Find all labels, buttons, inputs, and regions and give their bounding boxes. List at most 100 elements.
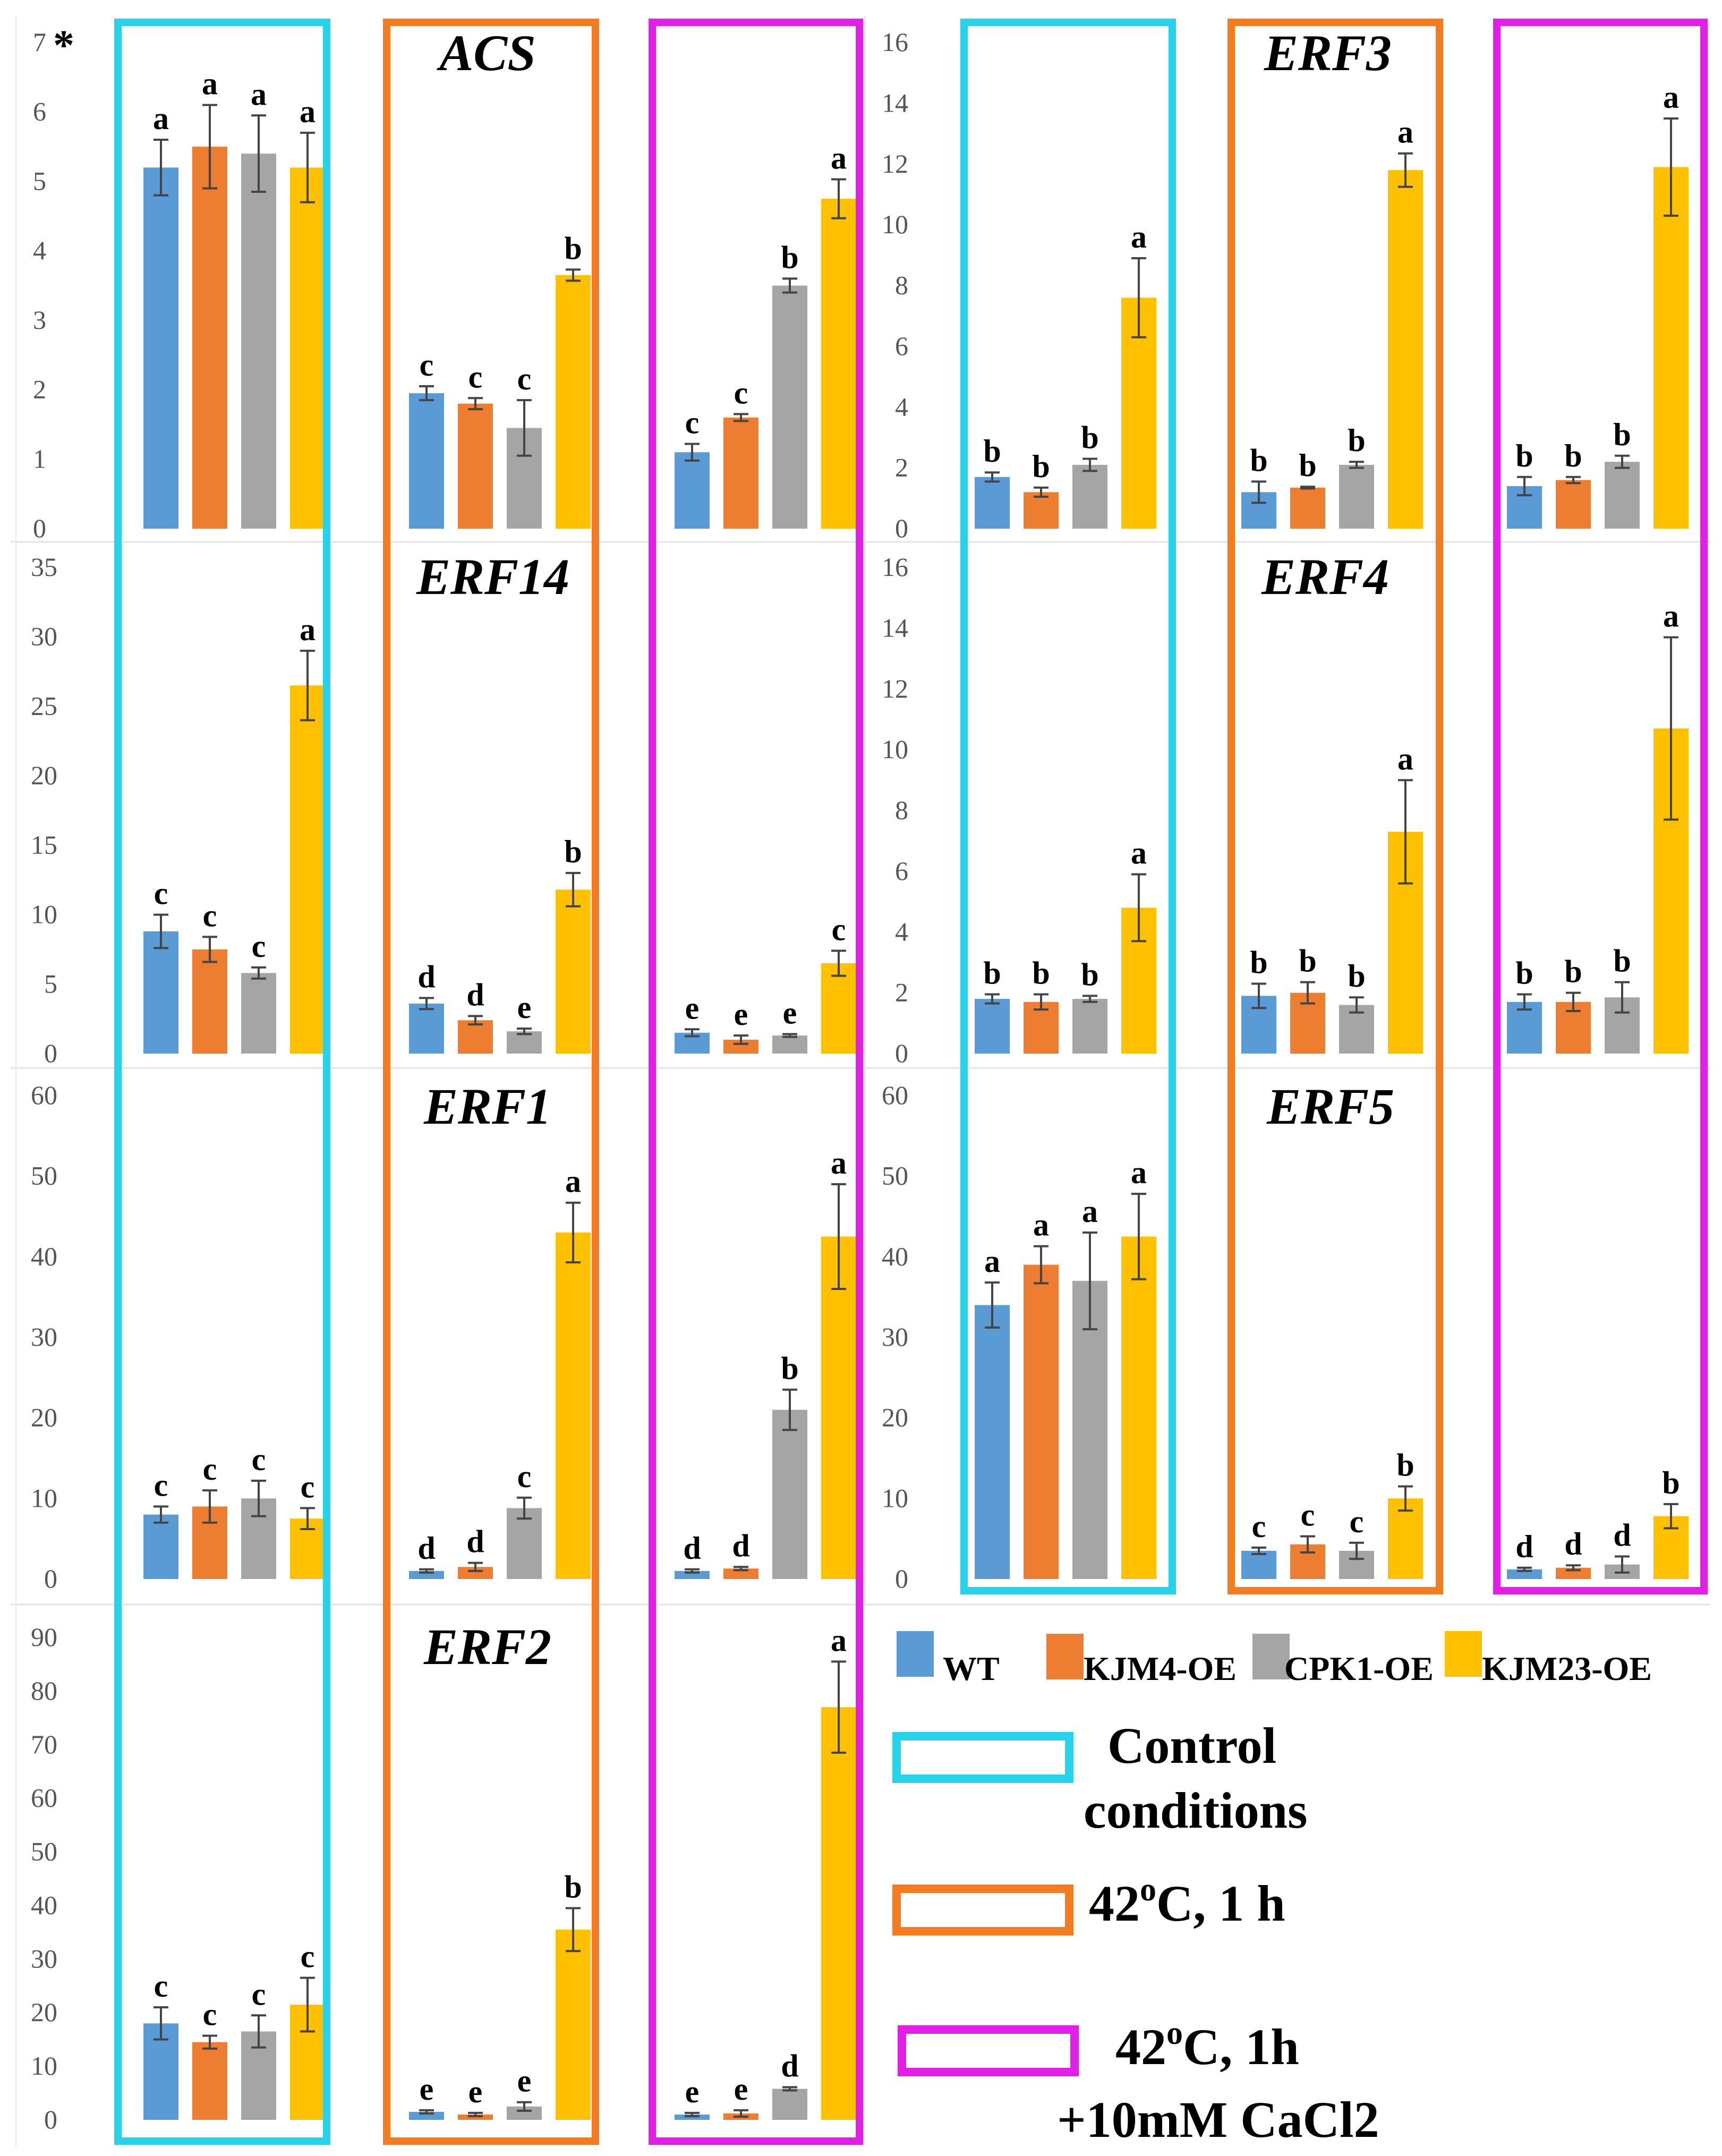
panel-title-erf3: ERF3 [1264, 24, 1392, 81]
y-tick-label: 60 [31, 1080, 57, 1110]
y-tick-label: 80 [31, 1676, 57, 1705]
bar-erf3-cpk1-oe [1339, 464, 1374, 529]
legend-box-control [892, 1732, 1073, 1783]
significance-letter: b [1250, 945, 1267, 980]
significance-letter: c [203, 1452, 217, 1487]
significance-letter: b [1032, 955, 1050, 990]
significance-letter: b [781, 1351, 798, 1386]
significance-letter: a [202, 66, 218, 101]
y-tick-label: 10 [882, 734, 908, 764]
frame-heat-ca-right [1493, 19, 1708, 1594]
y-tick-label: 1 [33, 444, 46, 473]
y-tick-label: 2 [895, 978, 908, 1007]
legend-label-heat-ca: 42oC, 1h [1115, 2015, 1299, 2075]
significance-letter: b [564, 231, 582, 266]
y-tick-label: 6 [895, 856, 908, 886]
frame-heat-ca-left [649, 19, 863, 2145]
bar-erf3-kjm4-oe [1024, 492, 1059, 529]
significance-letter: e [685, 990, 700, 1025]
y-axis-asterisk: * [53, 22, 74, 69]
significance-letter: b [1348, 423, 1365, 458]
bar-erf4-wt [975, 999, 1010, 1054]
bar-erf1-wt [675, 1571, 710, 1579]
significance-letter: b [1299, 448, 1316, 483]
panel-title-erf14: ERF14 [416, 548, 569, 605]
legend-heat-rest: C, 1 h [1156, 1875, 1285, 1932]
legend-label-control-line1: Control [1107, 1717, 1276, 1774]
bar-erf1-cpk1-oe [507, 1508, 542, 1579]
legend-swatch-kjm4 [1046, 1634, 1084, 1679]
panel-title-acs: ACS [437, 24, 535, 81]
significance-letter: c [832, 912, 846, 947]
y-tick-label: 40 [882, 1241, 908, 1271]
bar-erf5-kjm23-oe [1121, 1236, 1156, 1579]
y-tick-label: 50 [31, 1161, 57, 1191]
significance-letter: d [417, 959, 435, 994]
significance-letter: d [781, 2048, 798, 2083]
legend-label-kjm23: KJM23-OE [1482, 1650, 1652, 1687]
significance-letter: b [1613, 417, 1631, 452]
significance-letter: c [154, 1968, 168, 2004]
y-tick-label: 30 [31, 1943, 57, 1973]
bar-erf1-wt [143, 1514, 178, 1579]
y-tick-label: 7 [33, 27, 46, 57]
significance-letter: b [1348, 958, 1365, 994]
y-tick-label: 40 [31, 1241, 57, 1271]
significance-letter: c [252, 1442, 266, 1477]
significance-letter: a [831, 1145, 847, 1181]
bar-erf2-wt [675, 2114, 710, 2120]
significance-letter: d [466, 1524, 484, 1559]
y-tick-label: 0 [44, 2104, 57, 2134]
y-tick-label: 90 [31, 1622, 57, 1652]
bar-erf3-kjm23-oe [1388, 170, 1423, 529]
significance-letter: c [154, 1468, 168, 1503]
significance-letter: c [252, 929, 266, 964]
significance-letter: e [517, 2064, 532, 2099]
bar-erf2-kjm23-oe [821, 1707, 856, 2120]
bar-erf5-kjm4-oe [1556, 1567, 1591, 1579]
bar-erf3-cpk1-oe [1072, 464, 1107, 529]
legend-label-heat: 42oC, 1 h [1089, 1872, 1285, 1932]
y-tick-label: 5 [44, 969, 57, 998]
y-tick-label: 4 [895, 392, 908, 421]
y-tick-label: 25 [31, 691, 57, 720]
significance-letter: e [783, 995, 797, 1030]
significance-letter: e [685, 2074, 700, 2109]
legend-label-heat-ca-line2: +10mM CaCl2 [1057, 2091, 1379, 2148]
bar-acs-kjm23-oe [290, 167, 325, 529]
significance-letter: a [1663, 80, 1679, 115]
significance-letter: d [732, 1528, 749, 1563]
significance-letter: a [1131, 836, 1147, 871]
bar-erf5-kjm4-oe [1024, 1264, 1059, 1579]
y-tick-label: 20 [31, 1997, 57, 2027]
significance-letter: b [1250, 443, 1267, 478]
significance-letter: a [300, 612, 316, 647]
legend-box-heat [892, 1885, 1073, 1936]
significance-letter: d [466, 977, 484, 1012]
bar-acs-kjm4-oe [723, 417, 758, 529]
bar-erf2-kjm23-oe [556, 1929, 591, 2120]
y-tick-label: 4 [33, 235, 46, 265]
bar-erf14-kjm4-oe [192, 949, 227, 1054]
significance-letter: a [1082, 1194, 1098, 1229]
bar-erf1-cpk1-oe [772, 1410, 807, 1579]
bar-erf2-kjm4-oe [192, 2042, 227, 2120]
bar-acs-kjm4-oe [458, 403, 493, 529]
bar-erf2-kjm4-oe [458, 2114, 493, 2120]
bar-erf3-cpk1-oe [1605, 462, 1640, 529]
y-tick-label: 60 [882, 1080, 908, 1110]
y-tick-label: 30 [31, 1322, 57, 1352]
bar-acs-kjm4-oe [192, 147, 227, 529]
significance-letter: b [1081, 957, 1098, 992]
significance-letter: a [565, 1164, 581, 1199]
legend-label-cpk1: CPK1-OE [1284, 1650, 1434, 1687]
significance-letter: a [1663, 599, 1679, 634]
y-tick-label: 0 [44, 1038, 57, 1068]
y-tick-label: 10 [31, 1483, 57, 1513]
significance-letter: c [203, 1997, 217, 2032]
significance-letter: d [1515, 1529, 1533, 1564]
